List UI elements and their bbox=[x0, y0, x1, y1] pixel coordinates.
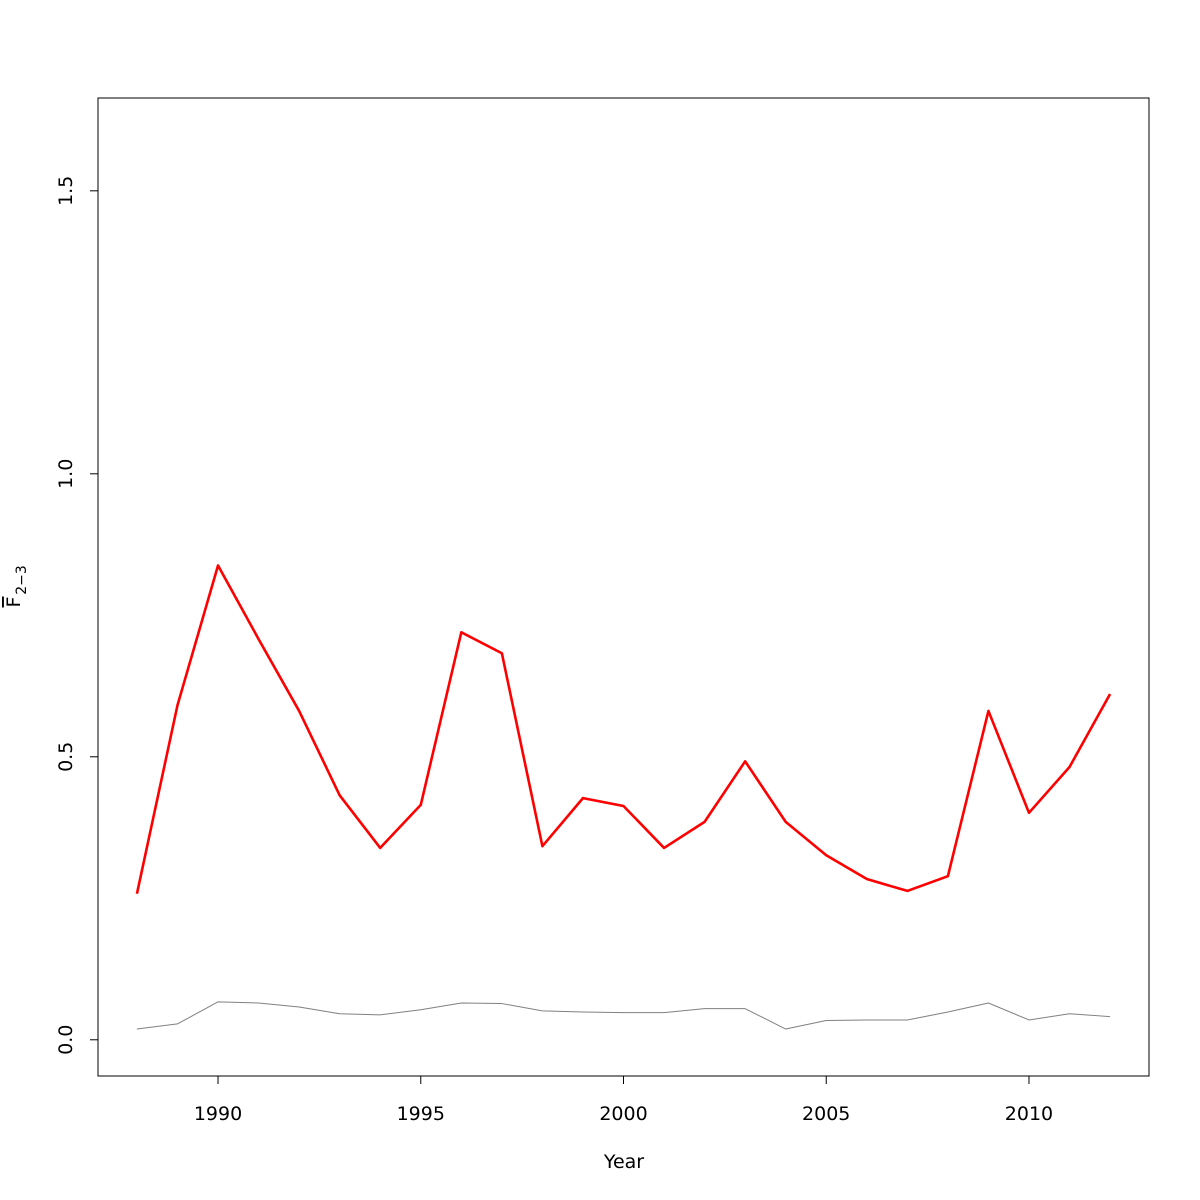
y-axis-label-main: F bbox=[3, 597, 25, 608]
x-tick-label: 2000 bbox=[599, 1103, 647, 1125]
x-tick-label: 1990 bbox=[194, 1103, 242, 1125]
x-tick-label: 1995 bbox=[397, 1103, 445, 1125]
y-tick-label: 0.5 bbox=[55, 742, 77, 772]
y-tick-label: 1.0 bbox=[55, 459, 77, 489]
y-axis-label-subscript: 2−3 bbox=[14, 565, 30, 595]
x-tick-label: 2010 bbox=[1005, 1103, 1053, 1125]
series-line bbox=[136, 1001, 1111, 1030]
x-tick-label: 2005 bbox=[802, 1103, 850, 1125]
plot-frame bbox=[97, 97, 1150, 1077]
y-axis-label: F 2−3 bbox=[3, 565, 30, 607]
x-axis-label: Year bbox=[603, 1151, 644, 1173]
series-line bbox=[135, 564, 1112, 895]
y-tick-label: 1.5 bbox=[55, 176, 77, 206]
y-tick-label: 0.0 bbox=[55, 1025, 77, 1055]
